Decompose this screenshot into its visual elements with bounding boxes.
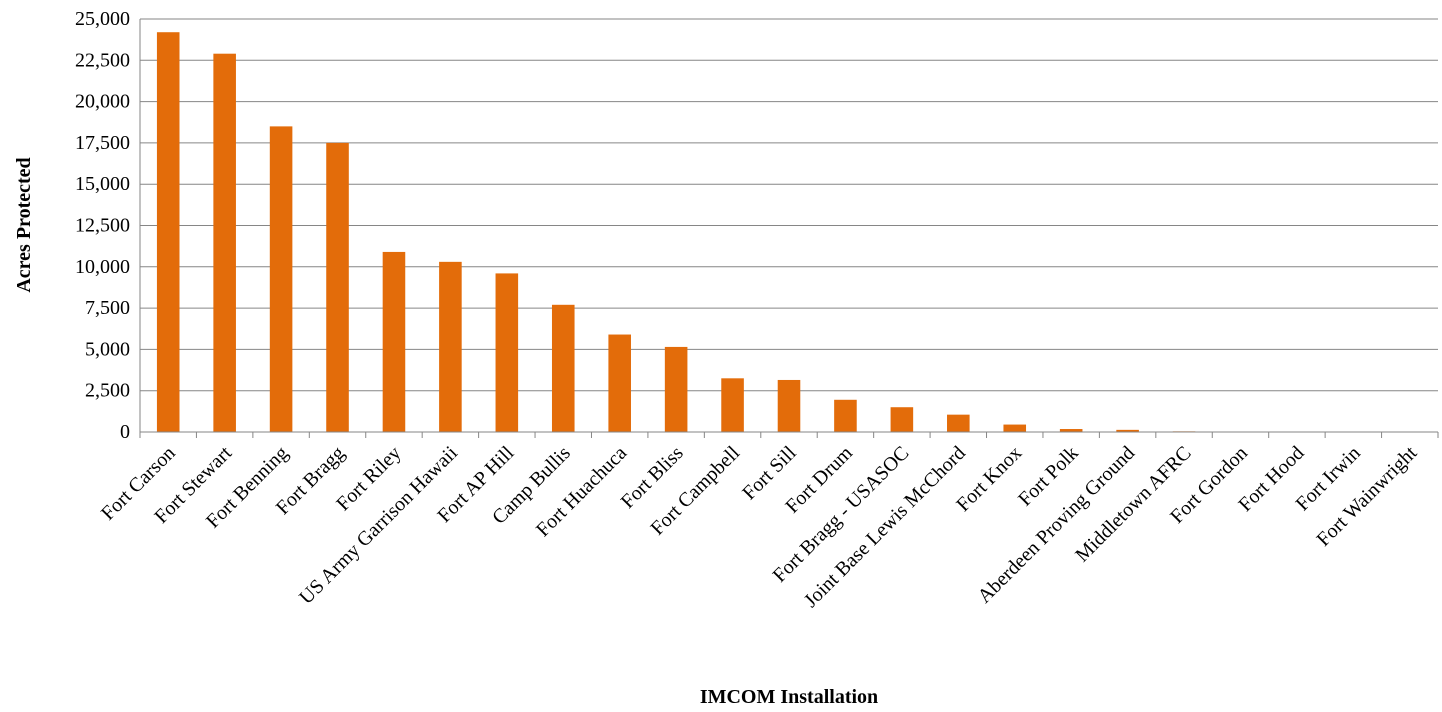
y-tick-label: 20,000 xyxy=(75,91,130,113)
y-tick-label: 17,500 xyxy=(75,132,130,154)
y-tick-label: 12,500 xyxy=(75,215,130,237)
y-tick-labels: 0 2,500 5,000 7,500 10,000 12,500 15,000 17,500… xyxy=(75,8,130,443)
y-tick-label: 0 xyxy=(120,421,130,443)
bar xyxy=(947,414,970,432)
bar xyxy=(439,261,462,432)
bar xyxy=(1116,429,1139,432)
bar xyxy=(834,399,857,432)
bars xyxy=(156,32,1422,432)
y-tick-label: 10,000 xyxy=(75,256,130,278)
bar xyxy=(1059,429,1083,432)
y-tick-label: 5,000 xyxy=(85,338,130,360)
bar xyxy=(269,126,293,432)
y-axis-title: Acres Protected xyxy=(13,157,35,292)
bar xyxy=(156,32,180,432)
bar xyxy=(890,407,914,432)
bar xyxy=(382,251,406,432)
axes xyxy=(139,19,1439,438)
bar xyxy=(326,142,349,432)
bar xyxy=(777,379,801,432)
bar xyxy=(551,304,575,432)
x-axis-title: IMCOM Installation xyxy=(700,686,878,708)
x-tick-label: Fort Wainwright xyxy=(1312,442,1421,551)
bar xyxy=(1003,424,1027,432)
bar xyxy=(213,53,236,432)
gridlines xyxy=(140,18,1438,392)
y-tick-label: 15,000 xyxy=(75,173,130,195)
bar xyxy=(721,378,744,432)
bar xyxy=(608,334,631,432)
y-tick-label: 7,500 xyxy=(85,297,130,319)
y-tick-label: 25,000 xyxy=(75,8,130,30)
bar xyxy=(664,346,688,432)
bar xyxy=(495,273,519,432)
y-tick-label: 2,500 xyxy=(85,380,130,402)
y-tick-label: 22,500 xyxy=(75,49,130,71)
